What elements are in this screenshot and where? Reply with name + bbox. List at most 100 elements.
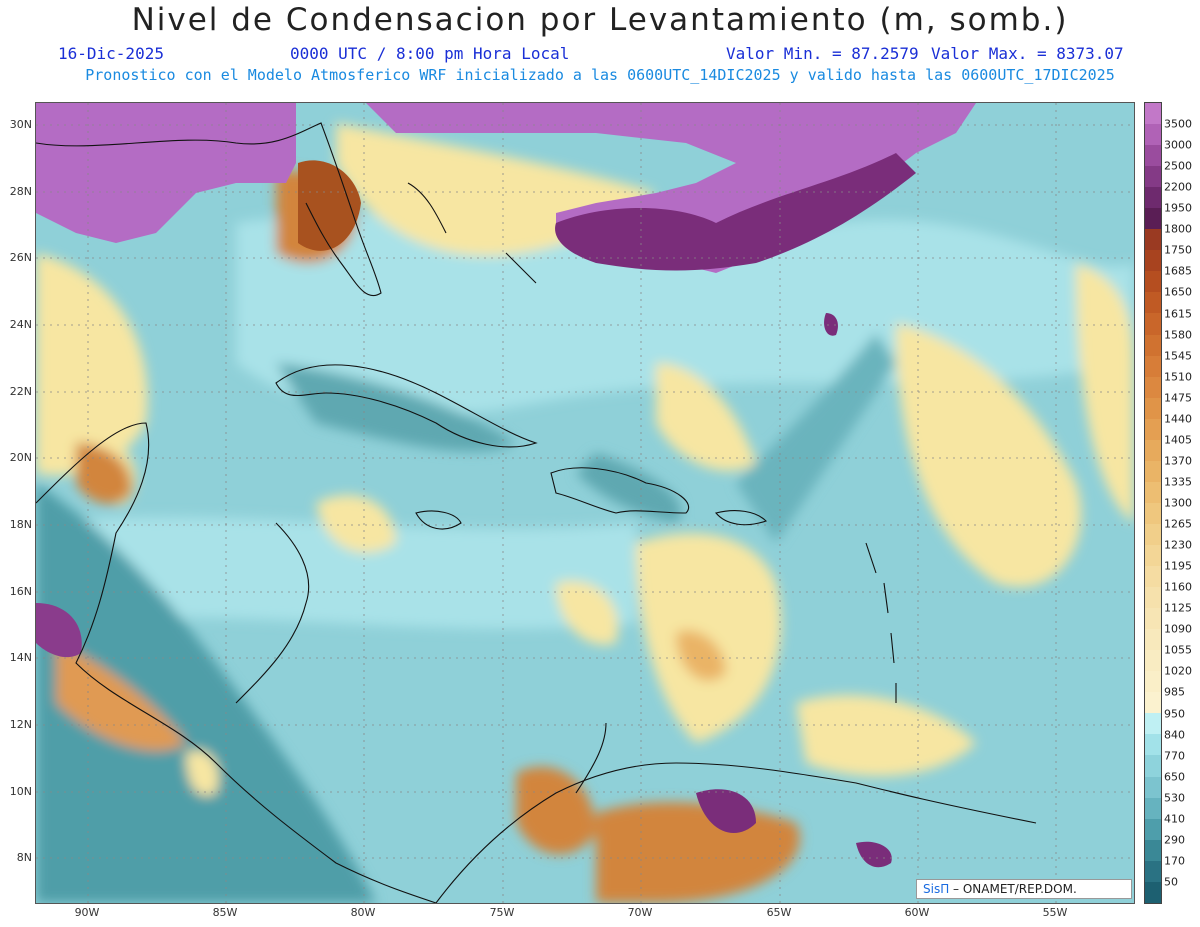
colorbar-label: 170 bbox=[1164, 854, 1185, 868]
colorbar-cell bbox=[1145, 439, 1161, 461]
florida-orange bbox=[298, 160, 361, 251]
lat-label: 14N bbox=[9, 651, 32, 664]
coastlines bbox=[36, 122, 1037, 903]
colorbar-label: 410 bbox=[1164, 812, 1185, 826]
colorbar-label: 1580 bbox=[1164, 328, 1192, 342]
colorbar-cell bbox=[1145, 523, 1161, 545]
lat-label: 18N bbox=[9, 518, 32, 531]
map-panel bbox=[35, 102, 1135, 904]
violet-region-gulf bbox=[36, 103, 296, 243]
colorbar-label: 1475 bbox=[1164, 391, 1192, 405]
colorbar-label: 1055 bbox=[1164, 643, 1192, 657]
dark-violet-region bbox=[555, 153, 916, 271]
colorbar-label: 1020 bbox=[1164, 664, 1192, 678]
colorbar-cell bbox=[1145, 629, 1161, 651]
colorbar-label: 1950 bbox=[1164, 201, 1192, 215]
colorbar-label: 2200 bbox=[1164, 180, 1192, 194]
colorbar-cell bbox=[1145, 103, 1161, 125]
lat-label: 26N bbox=[9, 251, 32, 264]
lon-label: 80W bbox=[350, 906, 376, 919]
colorbar-cell bbox=[1145, 145, 1161, 167]
colorbar-label: 840 bbox=[1164, 728, 1185, 742]
colorbar-label: 1230 bbox=[1164, 538, 1192, 552]
colorbar-label: 3000 bbox=[1164, 138, 1192, 152]
colorbar-cell bbox=[1145, 187, 1161, 209]
lon-label: 75W bbox=[489, 906, 515, 919]
colorbar-cell bbox=[1145, 776, 1161, 798]
colorbar-cell bbox=[1145, 818, 1161, 840]
colorbar-cell bbox=[1145, 692, 1161, 714]
map-title: Nivel de Condensacion por Levantamiento … bbox=[131, 2, 1069, 38]
colorbar-cell bbox=[1145, 355, 1161, 377]
colorbar-cell bbox=[1145, 566, 1161, 588]
colorbar-cell bbox=[1145, 481, 1161, 503]
lat-label: 12N bbox=[9, 718, 32, 731]
colorbar-cell bbox=[1145, 208, 1161, 230]
colorbar-label: 1300 bbox=[1164, 496, 1192, 510]
credit-box: SisΠ – ONAMET/REP.DOM. bbox=[916, 879, 1132, 899]
forecast-time: 0000 UTC / 8:00 pm Hora Local bbox=[290, 44, 570, 63]
colorbar-cell bbox=[1145, 881, 1161, 903]
trinidad-violet bbox=[856, 841, 892, 868]
colorbar-label: 1370 bbox=[1164, 454, 1192, 468]
violet-region-atlantic bbox=[366, 103, 976, 273]
colorbar-cell bbox=[1145, 460, 1161, 482]
colorbar-cell bbox=[1145, 544, 1161, 567]
colorbar-label: 1685 bbox=[1164, 264, 1192, 278]
lat-label: 30N bbox=[9, 118, 32, 131]
colorbar-label: 290 bbox=[1164, 833, 1185, 847]
colorbar-cell bbox=[1145, 713, 1161, 735]
colorbar-cell bbox=[1145, 734, 1161, 756]
lon-label: 60W bbox=[904, 906, 930, 919]
colorbar-cell bbox=[1145, 229, 1161, 251]
colorbar-label: 985 bbox=[1164, 685, 1185, 699]
colorbar-cell bbox=[1145, 650, 1161, 672]
lcl-map bbox=[36, 103, 1134, 903]
colorbar-label: 1265 bbox=[1164, 517, 1192, 531]
colorbar-cell bbox=[1145, 334, 1161, 356]
colorbar-cell bbox=[1145, 755, 1161, 777]
colorbar-cell bbox=[1145, 587, 1161, 609]
colorbar-label: 650 bbox=[1164, 770, 1185, 784]
lon-label: 65W bbox=[766, 906, 792, 919]
colorbar-cell bbox=[1145, 292, 1161, 314]
colorbar-label: 50 bbox=[1164, 875, 1178, 889]
lat-label: 10N bbox=[9, 785, 32, 798]
colorbar-cell bbox=[1145, 376, 1161, 398]
lat-label: 24N bbox=[9, 318, 32, 331]
lat-label: 20N bbox=[9, 451, 32, 464]
lon-label: 55W bbox=[1042, 906, 1068, 919]
credit-org: – ONAMET/REP.DOM. bbox=[949, 882, 1077, 896]
colorbar-cell bbox=[1145, 271, 1161, 293]
colorbar-label: 1440 bbox=[1164, 412, 1192, 426]
colorbar-cell bbox=[1145, 671, 1161, 693]
colorbar-cell bbox=[1145, 250, 1161, 272]
forecast-date: 16-Dic-2025 bbox=[58, 44, 164, 63]
graticule bbox=[36, 103, 1134, 903]
min-value: Valor Min. = 87.2579 bbox=[726, 44, 919, 63]
colorbar-label: 530 bbox=[1164, 791, 1185, 805]
colorbar-cell bbox=[1145, 124, 1161, 146]
colorbar-label: 1405 bbox=[1164, 433, 1192, 447]
small-violet-cell bbox=[824, 313, 838, 336]
colorbar-cell bbox=[1145, 418, 1161, 440]
model-info: Pronostico con el Modelo Atmosferico WRF… bbox=[85, 66, 1115, 84]
colorbar-label: 1090 bbox=[1164, 622, 1192, 636]
colorbar-label: 1160 bbox=[1164, 580, 1192, 594]
lat-label: 8N bbox=[16, 851, 32, 864]
colorbar-label: 1615 bbox=[1164, 307, 1192, 321]
colorbar-label: 3500 bbox=[1164, 117, 1192, 131]
colorbar-cell bbox=[1145, 797, 1161, 819]
colorbar-label: 1800 bbox=[1164, 222, 1192, 236]
colorbar-label: 950 bbox=[1164, 707, 1185, 721]
colorbar-cell bbox=[1145, 166, 1161, 188]
colorbar-label: 1195 bbox=[1164, 559, 1192, 573]
colorbar-label: 1750 bbox=[1164, 243, 1192, 257]
colorbar-label: 770 bbox=[1164, 749, 1185, 763]
lat-label: 22N bbox=[9, 385, 32, 398]
lon-label: 90W bbox=[74, 906, 100, 919]
lat-label: 16N bbox=[9, 585, 32, 598]
colorbar-label: 1510 bbox=[1164, 370, 1192, 384]
colorbar-cell bbox=[1145, 860, 1161, 882]
colorbar-label: 1650 bbox=[1164, 285, 1192, 299]
